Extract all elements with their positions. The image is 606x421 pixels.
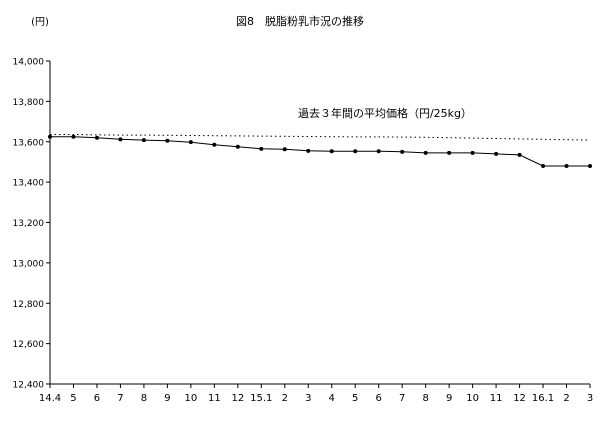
x-tick-label: 4: [329, 393, 335, 404]
x-tick-label: 7: [399, 393, 405, 404]
market-price-point: [71, 134, 76, 139]
x-axis-ticks: 14.4 5 6 7 8 9 10 11 12 15.1 2 3 4 5 6 7 8 9 10 11 12 16.1 2 3: [39, 384, 593, 404]
market-price-point: [564, 163, 569, 168]
average-price-annotation: 過去３年間の平均価格（円/25kg）: [298, 106, 472, 120]
x-tick-label: 8: [141, 393, 147, 404]
y-tick-label: 13,600: [13, 138, 45, 148]
y-tick-label: 12,600: [13, 340, 45, 350]
average-price-line: [50, 134, 591, 141]
x-tick-label: 10: [466, 393, 479, 404]
market-price-point: [376, 149, 381, 154]
market-price-point: [118, 137, 123, 142]
x-tick-label: 6: [376, 393, 382, 404]
market-price-point: [470, 150, 475, 155]
market-price-point: [212, 142, 217, 147]
x-tick-label: 11: [208, 393, 221, 404]
market-price-line: [50, 136, 590, 167]
series-layer: [48, 134, 592, 168]
market-price-point: [165, 138, 170, 143]
market-price-point: [306, 148, 311, 153]
market-price-point: [48, 134, 52, 139]
market-price-point: [141, 138, 146, 143]
x-tick-label: 11: [490, 393, 503, 404]
x-tick-label: 5: [352, 393, 358, 404]
market-price-point: [447, 150, 452, 155]
y-axis-ticks: 12,400 12,600 12,800 13,000 13,200 13,400 13,6…: [13, 58, 50, 391]
market-price-point: [494, 151, 499, 156]
y-tick-label: 12,400: [13, 381, 45, 391]
x-tick-label: 8: [422, 393, 428, 404]
x-tick-label: 12: [231, 393, 244, 404]
market-price-point: [400, 149, 405, 154]
market-price-point: [94, 135, 99, 140]
market-price-point: [259, 146, 264, 151]
x-tick-label: 7: [117, 393, 123, 404]
x-tick-label: 9: [446, 393, 452, 404]
y-tick-label: 12,800: [13, 300, 45, 310]
y-axis-unit-label: (円): [31, 17, 49, 28]
x-tick-label: 2: [282, 393, 288, 404]
chart-title: 図8 脱脂粉乳市況の推移: [236, 14, 364, 28]
market-price-point: [188, 140, 193, 145]
x-tick-label: 3: [587, 393, 593, 404]
x-tick-label: 14.4: [39, 393, 61, 404]
x-tick-label: 16.1: [532, 393, 554, 404]
y-tick-label: 13,000: [13, 259, 45, 269]
market-price-point: [329, 149, 334, 154]
x-tick-label: 3: [305, 393, 311, 404]
x-tick-label: 10: [185, 393, 198, 404]
market-price-point: [517, 152, 522, 157]
x-tick-label: 9: [164, 393, 170, 404]
x-tick-label: 6: [94, 393, 100, 404]
market-price-point: [282, 147, 287, 152]
x-tick-label: 2: [563, 393, 569, 404]
y-tick-label: 13,200: [13, 219, 45, 229]
market-price-point: [353, 149, 358, 154]
x-tick-label: 12: [513, 393, 526, 404]
market-price-point: [235, 144, 240, 149]
y-tick-label: 13,400: [13, 179, 45, 189]
x-tick-label: 15.1: [250, 393, 272, 404]
x-tick-label: 5: [70, 393, 76, 404]
y-tick-label: 14,000: [13, 58, 45, 68]
y-tick-label: 13,800: [13, 98, 45, 108]
market-price-point: [541, 163, 546, 168]
market-price-point: [588, 163, 592, 168]
market-price-point: [423, 150, 428, 155]
